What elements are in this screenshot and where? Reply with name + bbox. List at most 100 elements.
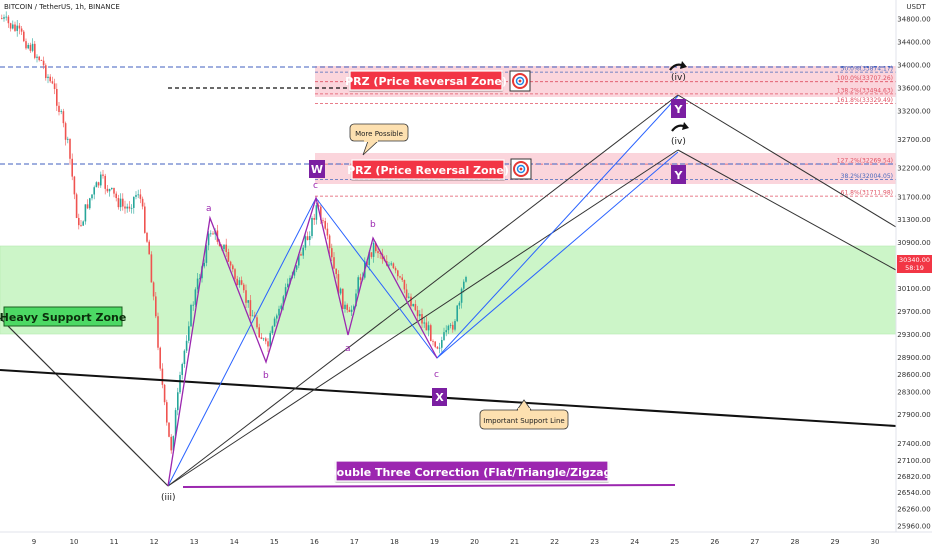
- candle-body: [139, 194, 142, 199]
- time-axis-bg[interactable]: [0, 532, 932, 550]
- candle-body: [335, 268, 337, 275]
- candle-body: [372, 242, 375, 257]
- fib-label: 50.0%(33874.17): [841, 66, 893, 73]
- y-tick-label: 29700.00: [897, 308, 930, 316]
- candle-body: [42, 60, 45, 66]
- candle-body: [212, 233, 214, 235]
- more-possible-label: More Possible: [355, 130, 403, 138]
- candle-body: [302, 247, 304, 256]
- candle-body: [232, 265, 234, 270]
- candle-body: [9, 23, 12, 29]
- candle-body: [166, 402, 168, 423]
- candle-body: [419, 314, 421, 317]
- price-tag-countdown: 58:19: [905, 264, 924, 272]
- curved-arrow-icon-lower: [671, 122, 689, 132]
- candle-body: [333, 257, 335, 269]
- candle-body: [135, 195, 137, 197]
- candle-body: [170, 436, 172, 451]
- candle-body: [412, 304, 414, 307]
- y-tick-label: 32700.00: [897, 136, 930, 144]
- important-support-callout: Important Support Line: [479, 399, 569, 430]
- x-tick-label: 15: [270, 538, 279, 546]
- candle-body: [375, 242, 377, 252]
- candle-body: [179, 375, 181, 393]
- candle-body: [423, 322, 425, 324]
- x-tick-label: 18: [390, 538, 399, 546]
- important-support-label: Important Support Line: [483, 417, 564, 425]
- candle-body: [251, 315, 254, 317]
- candle-body: [425, 322, 428, 331]
- fib-label: 38.2%(32004.05): [841, 173, 893, 180]
- y-tick-label: 31700.00: [897, 193, 930, 201]
- candle-body: [137, 194, 139, 196]
- candle-body: [113, 187, 115, 194]
- candle-body: [465, 277, 467, 282]
- y-tick-label: 26820.00: [897, 473, 930, 481]
- candle-body: [130, 207, 133, 209]
- candle-body: [298, 254, 300, 266]
- candle-body: [265, 338, 267, 342]
- x-tick-label: 19: [430, 538, 439, 546]
- candle-body: [344, 304, 346, 309]
- candle-body: [69, 138, 71, 159]
- candle-body: [64, 123, 67, 140]
- y-tick-label: 28300.00: [897, 388, 930, 396]
- purple-zigzag: [167, 195, 438, 487]
- candle-body: [5, 16, 7, 18]
- wxy-labels: W X Y Y: [309, 99, 686, 406]
- y-tick-label: 34800.00: [897, 16, 930, 24]
- candle-body: [401, 277, 403, 280]
- candle-body: [463, 281, 465, 289]
- candle-body: [410, 296, 412, 307]
- prz-mid-label-bg: [351, 159, 505, 180]
- currency-label: USDT: [906, 3, 926, 11]
- blue-wave-path-lower: [436, 151, 679, 359]
- wave-label-iv-lower: (iv): [671, 137, 686, 147]
- candle-body: [183, 350, 186, 365]
- w-box: [309, 160, 325, 178]
- candle-body: [236, 278, 238, 286]
- candle-body: [161, 368, 164, 385]
- candle-body: [368, 252, 370, 266]
- candle-body: [152, 282, 155, 297]
- target-icon-mid: [510, 158, 532, 180]
- candle-body: [441, 339, 443, 348]
- prz-top-label: PRZ (Price Reversal Zone): [345, 75, 507, 88]
- wave-labels: a b c a b c (iii) (iv) (iv): [161, 73, 686, 503]
- candle-body: [100, 174, 102, 186]
- fib-label: 127.2%(32269.54): [837, 158, 893, 165]
- candle-body: [452, 324, 454, 330]
- candle-body: [346, 304, 348, 310]
- candle-body: [258, 327, 260, 338]
- trendline-y-upper-down: [677, 94, 897, 228]
- candle-body: [271, 326, 274, 333]
- candle-body: [126, 206, 128, 209]
- candle-body: [67, 138, 69, 140]
- x-tick-label: 23: [590, 538, 599, 546]
- candle-body: [443, 332, 445, 340]
- x-tick-label: 16: [310, 538, 319, 546]
- candle-body: [174, 410, 177, 437]
- candle-body: [95, 182, 98, 188]
- x-axis-ticks: 9 10 11 12 13 14 15 16 17 18 19 20 21 22 23 24 25 26 27 28 2…: [32, 538, 880, 546]
- candle-body: [82, 221, 84, 226]
- candle-body: [377, 251, 379, 254]
- candle-body: [23, 31, 25, 42]
- candle-body: [295, 265, 298, 270]
- wave-label-a2: a: [345, 344, 351, 354]
- double-three-label-bg: [335, 460, 609, 482]
- w-label: W: [311, 163, 323, 176]
- candle-body: [34, 43, 36, 58]
- candle-body: [3, 17, 5, 19]
- double-three-label: Double Three Correction (Flat/Triangle/Z…: [328, 466, 617, 479]
- candle-body: [18, 25, 21, 29]
- x-tick-label: 26: [710, 538, 719, 546]
- x-tick-label: 21: [510, 538, 519, 546]
- candle-body: [146, 232, 148, 242]
- price-tag-bg: [897, 255, 932, 273]
- candle-body: [447, 325, 450, 331]
- candle-body: [353, 306, 355, 310]
- candle-body: [284, 287, 287, 297]
- candle-body: [225, 244, 227, 253]
